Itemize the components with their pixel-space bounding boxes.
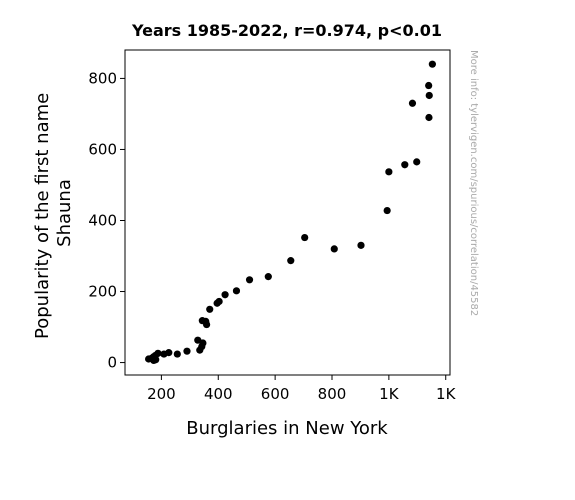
y-tick-label: 600	[88, 140, 117, 158]
x-tick-label: 200	[147, 385, 176, 403]
data-point	[183, 347, 191, 355]
y-tick-label: 200	[88, 283, 117, 301]
y-axis: 0 200 400 600 800	[88, 69, 125, 372]
data-point	[160, 350, 168, 358]
x-tick-label: 1K	[379, 385, 400, 403]
data-point	[383, 206, 391, 215]
data-point	[425, 81, 433, 90]
data-point	[232, 287, 241, 295]
y-tick-label: 800	[88, 69, 117, 87]
data-point	[150, 356, 158, 365]
chart-title: Years 1985-2022, r=0.974, p<0.01	[131, 21, 442, 40]
data-point	[245, 276, 254, 284]
data-point	[428, 60, 436, 68]
data-point	[425, 91, 433, 100]
y-tick-label: 0	[107, 354, 117, 372]
data-point	[221, 291, 229, 299]
data-point	[413, 158, 421, 166]
data-point	[213, 299, 221, 307]
data-point	[330, 245, 338, 253]
data-point	[385, 168, 393, 176]
y-axis-label-line-1: Popularity of the first name	[32, 93, 53, 339]
data-points	[145, 60, 436, 365]
plot-area	[124, 49, 451, 376]
watermark: More info: tylervigen.com/spurious/corre…	[468, 50, 479, 316]
data-point	[301, 233, 309, 242]
x-tick-label: 600	[261, 385, 290, 403]
x-tick-label: 800	[318, 385, 347, 403]
x-axis-label: Burglaries in New York	[186, 418, 388, 439]
y-axis-label: Popularity of the first name Shauna	[32, 87, 75, 339]
data-point	[203, 320, 211, 329]
x-tick-label: 1K	[436, 385, 457, 403]
data-point	[425, 113, 433, 122]
data-point	[264, 273, 272, 281]
y-axis-label-line-2: Shauna	[54, 179, 75, 247]
data-point	[173, 350, 181, 358]
data-point	[401, 161, 409, 169]
x-tick-label: 400	[204, 385, 233, 403]
y-tick-label: 400	[88, 211, 117, 229]
data-point	[196, 346, 204, 354]
data-point	[287, 257, 295, 265]
x-axis: 200 400 600 800 1K 1K	[147, 375, 457, 403]
data-point	[206, 305, 214, 313]
data-point	[357, 241, 365, 249]
data-point	[408, 99, 417, 107]
